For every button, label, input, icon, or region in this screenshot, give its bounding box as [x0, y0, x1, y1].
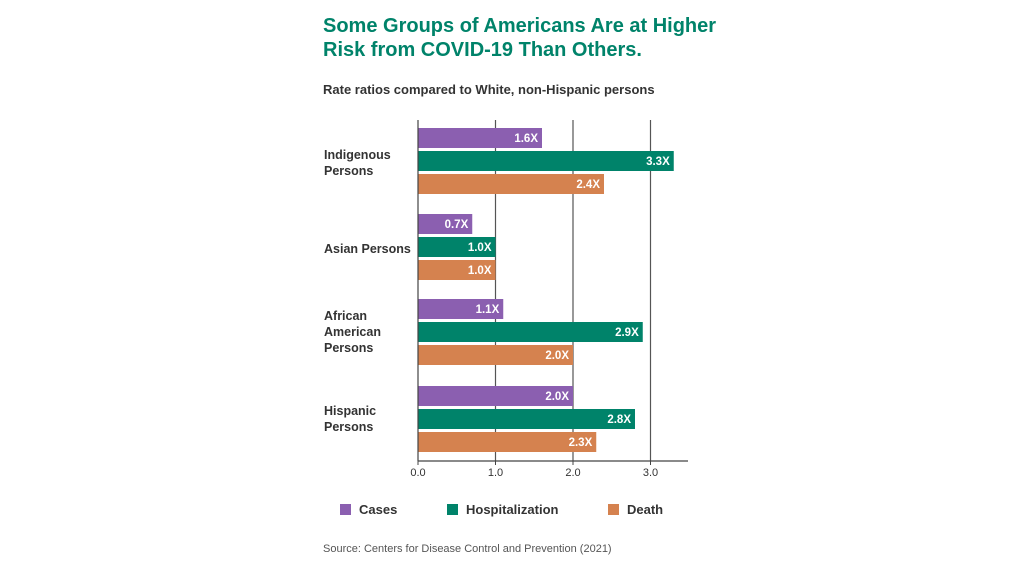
bar-death-african-american-persons: [418, 345, 573, 365]
value-label-cases-indigenous-persons: 1.6X: [514, 133, 538, 145]
category-label-asian: Asian Persons: [324, 242, 411, 256]
bar-death-indigenous-persons: [418, 174, 604, 194]
legend-item-death: Death: [608, 502, 663, 517]
x-tick-label-0.0: 0.0: [410, 467, 425, 479]
legend-label-death: Death: [627, 502, 664, 517]
legend-item-hospitalization: Hospitalization: [447, 502, 558, 517]
bar-cases-indigenous-persons: [418, 128, 542, 148]
source-note: Source: Centers for Disease Control and …: [323, 543, 612, 555]
legend-swatch-cases: [340, 504, 351, 515]
legend-swatch-death: [608, 504, 619, 515]
bar-death-asian-persons: [418, 260, 496, 280]
chart-legend: Cases Hospitalization Death: [0, 502, 1024, 522]
value-label-death-hispanic-persons: 2.3X: [569, 437, 593, 449]
legend-label-cases: Cases: [359, 502, 398, 517]
value-label-death-asian-persons: 1.0X: [468, 265, 492, 277]
category-label-hispanic: Hispanic Persons: [324, 404, 377, 434]
value-label-death-african-american-persons: 2.0X: [545, 350, 569, 362]
value-label-cases-asian-persons: 0.7X: [445, 219, 469, 231]
category-label-african-american: African American Persons: [324, 309, 381, 355]
bar-cases-hispanic-persons: [418, 386, 573, 406]
x-tick-label-2.0: 2.0: [565, 467, 580, 479]
chart-subtitle: Rate ratios compared to White, non-Hispa…: [323, 82, 655, 97]
bar-hospitalization-hispanic-persons: [418, 409, 635, 429]
chart-title: Some Groups of Americans Are at Higher R…: [323, 15, 717, 61]
legend-label-hospitalization: Hospitalization: [466, 502, 559, 517]
value-label-hospitalization-asian-persons: 1.0X: [468, 242, 492, 254]
value-label-cases-hispanic-persons: 2.0X: [545, 391, 569, 403]
legend-swatch-hospitalization: [447, 504, 458, 515]
bar-hospitalization-asian-persons: [418, 237, 496, 257]
value-label-hospitalization-indigenous-persons: 3.3X: [646, 156, 670, 168]
legend-item-cases: Cases: [340, 502, 397, 517]
bar-hospitalization-indigenous-persons: [418, 151, 674, 171]
value-label-cases-african-american-persons: 1.1X: [476, 304, 500, 316]
bar-cases-african-american-persons: [418, 299, 504, 319]
x-tick-label-3.0: 3.0: [643, 467, 658, 479]
bar-hospitalization-african-american-persons: [418, 322, 643, 342]
bar-death-hispanic-persons: [418, 432, 597, 452]
x-tick-label-1.0: 1.0: [488, 467, 503, 479]
value-label-hospitalization-hispanic-persons: 2.8X: [607, 414, 631, 426]
value-label-death-indigenous-persons: 2.4X: [576, 179, 600, 191]
bar-cases-asian-persons: [418, 214, 473, 234]
category-label-indigenous: Indigenous Persons: [324, 148, 391, 178]
value-label-hospitalization-african-american-persons: 2.9X: [615, 327, 639, 339]
